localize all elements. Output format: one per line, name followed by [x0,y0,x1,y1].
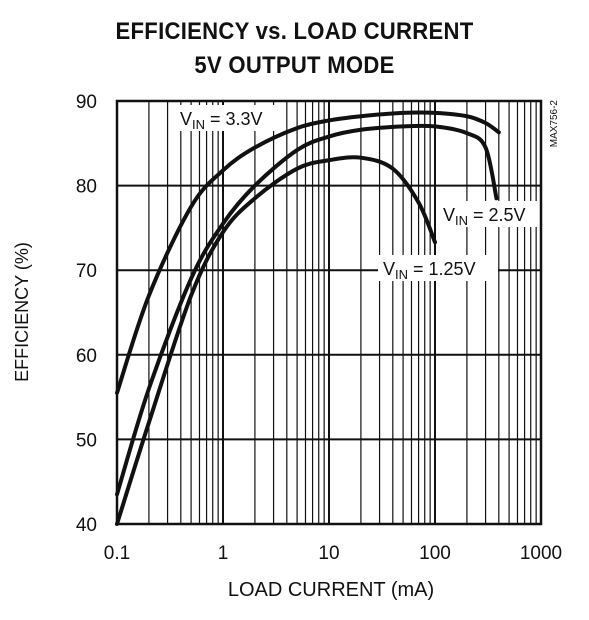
x-tick-label: 1000 [520,543,562,564]
series-line [115,123,499,497]
chart-subtitle: 5V OUTPUT MODE [194,52,395,79]
x-tick-label: 10 [318,543,339,564]
series-line [115,110,501,395]
series-label-bg [438,201,545,227]
x-tick-label: 0.1 [104,543,130,564]
y-tick-label: 60 [76,346,97,367]
series-labels: VIN = 3.3V VIN = 2.5V VIN = 1.25V [175,105,545,282]
series-label-bg [378,255,498,281]
chart-grid [117,101,541,524]
y-tick-label: 80 [76,177,97,198]
chart-title: EFFICIENCY vs. LOAD CURRENT [115,18,474,45]
x-tick-label: 100 [419,543,451,564]
y-tick-label: 50 [76,430,97,451]
series-label: VIN = 1.25V [383,259,476,282]
x-axis-label: LOAD CURRENT (mA) [228,579,434,601]
figure-id: MAX756-2 [549,100,560,148]
y-axis-label: EFFICIENCY (%) [12,242,32,382]
series-label: VIN = 2.5V [443,205,526,228]
series-line [115,155,437,526]
plot-frame [115,99,543,526]
x-tick-label: 1 [218,543,229,564]
chart-curves [115,110,501,526]
y-tick-label: 40 [76,515,97,536]
series-label-bg [175,105,277,131]
y-tick-labels: 40 50 60 70 80 90 [76,92,97,536]
series-label: VIN = 3.3V [180,109,263,132]
y-tick-label: 90 [76,92,97,113]
y-tick-label: 70 [76,261,97,282]
x-tick-labels: 0.1 1 10 100 1000 [104,543,562,564]
